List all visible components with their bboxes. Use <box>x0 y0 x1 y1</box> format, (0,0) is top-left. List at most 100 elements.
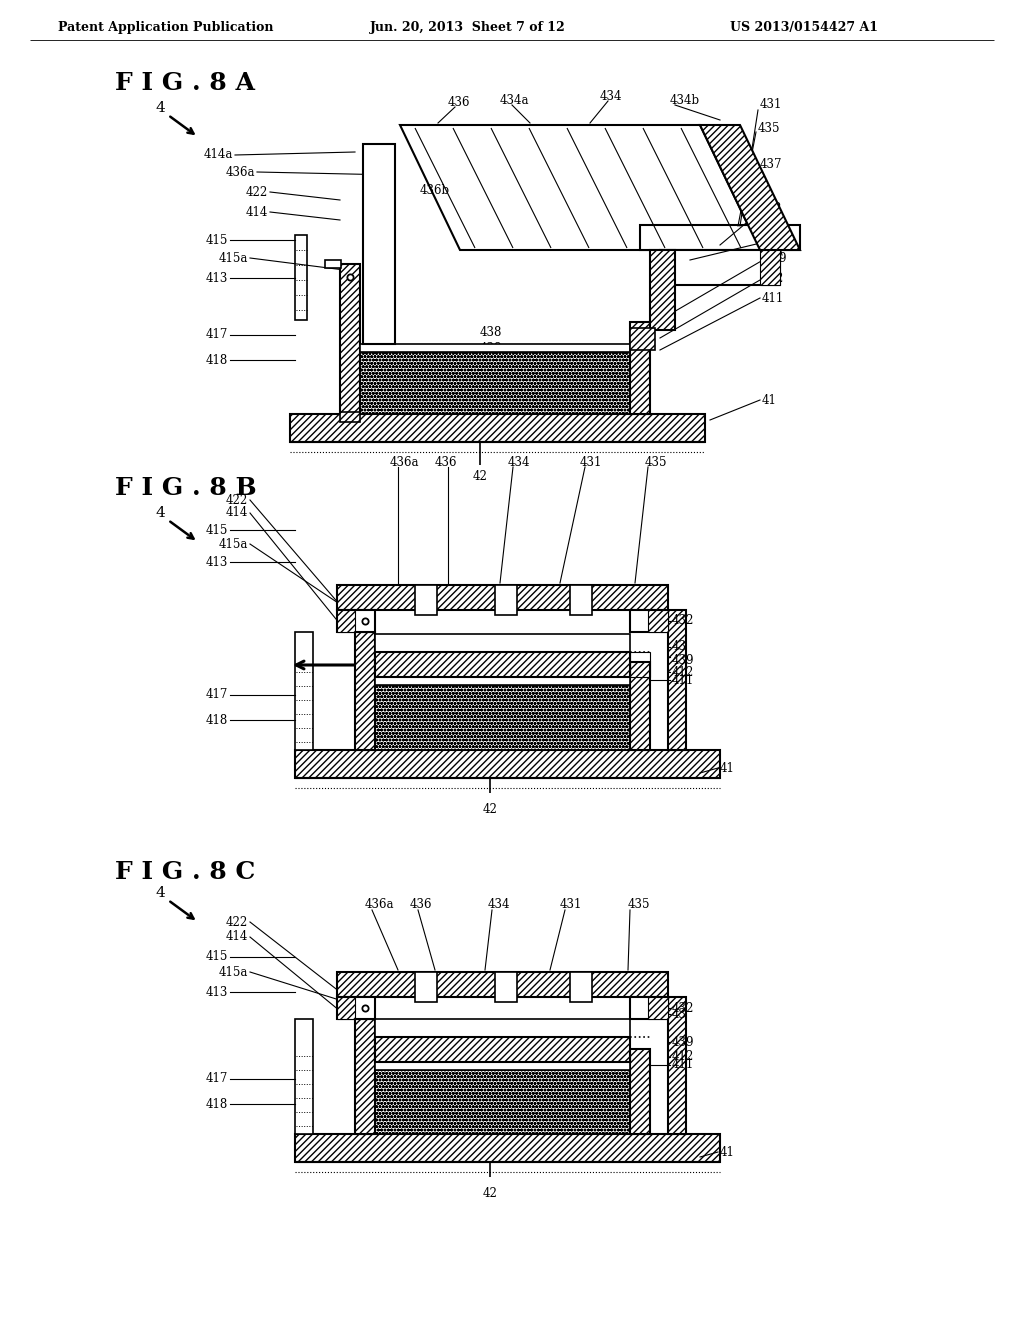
Text: 436: 436 <box>410 899 432 912</box>
Bar <box>295 1134 720 1162</box>
Polygon shape <box>640 224 800 249</box>
Text: 412: 412 <box>672 1051 694 1064</box>
Text: 414: 414 <box>225 507 248 520</box>
Bar <box>337 610 355 632</box>
Bar <box>660 249 780 285</box>
Text: 415a: 415a <box>219 965 248 978</box>
Text: 431: 431 <box>580 455 602 469</box>
Text: 415: 415 <box>206 950 228 964</box>
Text: F I G . 8 B: F I G . 8 B <box>115 477 257 500</box>
Text: 439: 439 <box>765 252 787 264</box>
Bar <box>295 750 720 777</box>
Text: 414: 414 <box>246 206 268 219</box>
Bar <box>340 264 360 414</box>
Text: 436a: 436a <box>390 455 420 469</box>
Text: 41: 41 <box>762 393 777 407</box>
Text: 415: 415 <box>206 234 228 247</box>
Bar <box>630 1049 650 1134</box>
Text: 414: 414 <box>225 931 248 944</box>
Text: 415a: 415a <box>219 252 248 264</box>
Text: 4: 4 <box>155 886 165 900</box>
Polygon shape <box>700 125 800 249</box>
Text: 436a: 436a <box>365 899 394 912</box>
Text: 431: 431 <box>560 899 583 912</box>
Text: Patent Application Publication: Patent Application Publication <box>58 21 273 33</box>
Bar <box>375 1071 630 1134</box>
Text: 432: 432 <box>760 202 782 214</box>
Bar <box>295 632 313 750</box>
Text: 413: 413 <box>206 272 228 285</box>
Bar <box>668 997 686 1134</box>
Text: 41: 41 <box>720 1146 735 1159</box>
Text: 412: 412 <box>672 665 694 678</box>
Text: 435: 435 <box>645 455 668 469</box>
Text: F I G . 8 A: F I G . 8 A <box>115 71 255 95</box>
Bar <box>337 972 668 997</box>
Text: 422: 422 <box>246 186 268 198</box>
Text: 438: 438 <box>490 663 512 676</box>
Bar <box>630 610 668 632</box>
Bar <box>760 249 780 285</box>
Bar <box>648 997 668 1019</box>
Text: F I G . 8 C: F I G . 8 C <box>115 861 255 884</box>
Text: 415a: 415a <box>219 537 248 550</box>
Text: 413: 413 <box>206 986 228 998</box>
Text: 439: 439 <box>672 1035 694 1048</box>
Bar <box>355 1019 375 1134</box>
Bar <box>295 1019 313 1134</box>
Text: 438: 438 <box>480 326 503 339</box>
Text: US 2013/0154427 A1: US 2013/0154427 A1 <box>730 21 878 33</box>
Text: 438a: 438a <box>490 1060 519 1073</box>
Bar <box>362 144 395 345</box>
Text: 436: 436 <box>449 95 470 108</box>
Text: 42: 42 <box>482 1187 498 1200</box>
Bar <box>375 1019 630 1038</box>
Bar <box>630 663 650 750</box>
Bar <box>648 610 668 632</box>
Text: 436b: 436b <box>378 663 409 676</box>
Text: 418: 418 <box>206 714 228 726</box>
Text: 417: 417 <box>206 329 228 342</box>
Text: 422: 422 <box>225 916 248 928</box>
Bar <box>375 1063 630 1071</box>
Text: 436b: 436b <box>378 1048 409 1060</box>
Bar <box>630 322 650 414</box>
Text: 413: 413 <box>206 556 228 569</box>
Bar <box>337 585 668 610</box>
Text: 434: 434 <box>600 90 623 103</box>
Text: 435: 435 <box>758 121 780 135</box>
Bar <box>337 997 375 1019</box>
Text: 41: 41 <box>720 762 735 775</box>
Text: 422: 422 <box>225 494 248 507</box>
Text: 418: 418 <box>206 1097 228 1110</box>
Bar <box>650 249 675 330</box>
Bar <box>337 997 355 1019</box>
Text: 434: 434 <box>488 899 511 912</box>
Text: 414a: 414a <box>204 149 233 161</box>
Text: 4: 4 <box>155 506 165 520</box>
Bar <box>375 685 630 750</box>
Bar <box>630 997 668 1019</box>
Bar <box>360 345 630 352</box>
Bar <box>340 412 360 422</box>
Text: 434: 434 <box>508 455 530 469</box>
Bar <box>355 632 375 750</box>
Text: 439: 439 <box>672 653 694 667</box>
Bar <box>495 972 517 1002</box>
Text: 436b: 436b <box>420 183 451 197</box>
Bar <box>325 260 341 268</box>
Text: 431: 431 <box>760 99 782 111</box>
Text: 43: 43 <box>775 231 790 244</box>
Text: 434b: 434b <box>670 94 700 107</box>
Bar <box>295 235 307 319</box>
Text: Jun. 20, 2013  Sheet 7 of 12: Jun. 20, 2013 Sheet 7 of 12 <box>370 21 565 33</box>
Bar <box>375 677 630 685</box>
Bar <box>375 652 630 677</box>
Bar <box>415 585 437 615</box>
Bar <box>570 585 592 615</box>
Text: 434a: 434a <box>500 94 529 107</box>
Bar <box>375 634 630 652</box>
Text: 4: 4 <box>155 102 165 115</box>
Text: 436: 436 <box>435 455 458 469</box>
Text: 412: 412 <box>762 272 784 285</box>
